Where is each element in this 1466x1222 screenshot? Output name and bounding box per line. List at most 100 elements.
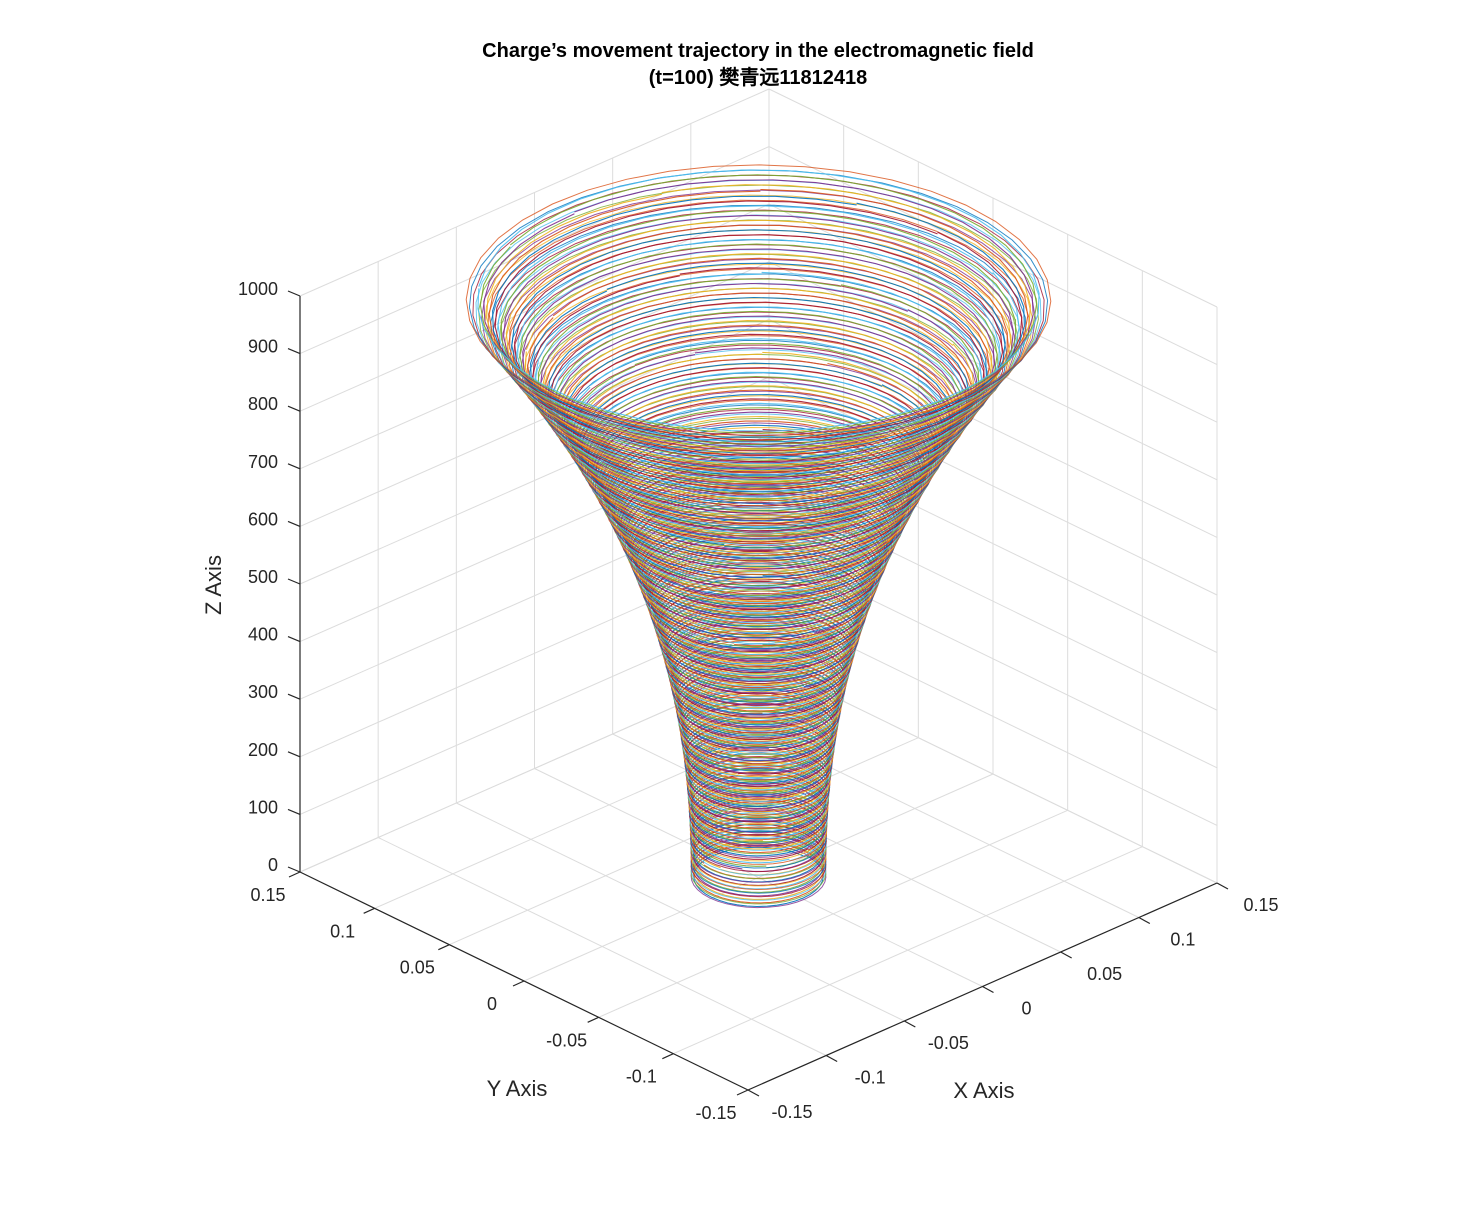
y-tick	[438, 944, 450, 951]
x-tick	[904, 1020, 916, 1028]
z-tick	[287, 520, 301, 527]
wall-gridline	[299, 549, 770, 758]
trajectory-loop	[690, 804, 827, 869]
z-tick	[287, 405, 301, 412]
x-tick-label: -0.1	[855, 1068, 886, 1088]
wall-gridline	[768, 606, 1218, 826]
x-tick-label: 0.15	[1243, 895, 1278, 915]
trajectory-loop	[468, 169, 1049, 439]
y-tick	[363, 907, 375, 914]
x-axis-label: X Axis	[953, 1078, 1014, 1103]
trajectory-loop	[686, 755, 831, 823]
z-tick	[287, 290, 301, 297]
trajectory-loop	[690, 768, 827, 833]
y-tick-label: 0	[487, 994, 497, 1014]
x-tick	[1060, 951, 1072, 959]
trajectory-loop	[660, 598, 857, 691]
y-tick	[288, 871, 301, 878]
wall-gridline	[768, 203, 1218, 423]
trajectory-loop	[690, 819, 827, 883]
x-tick	[1138, 916, 1151, 925]
wall-gridline	[768, 88, 1218, 308]
trajectory-loop	[537, 278, 980, 483]
trajectory-loop	[680, 680, 837, 755]
wall-gridline	[768, 664, 1218, 884]
x-tick-label: -0.15	[771, 1102, 812, 1122]
z-tick-label: 0	[268, 855, 278, 875]
z-tick-label: 500	[248, 567, 278, 587]
x-tick	[825, 1054, 838, 1063]
trajectory-loop	[686, 752, 831, 820]
trajectory-loop	[494, 200, 1023, 445]
trajectory-loop	[478, 184, 1039, 446]
trajectory-loop	[519, 243, 998, 467]
x-tick-label: 0	[1021, 999, 1031, 1019]
trajectory-loop	[688, 742, 829, 809]
wall-gridline	[299, 146, 770, 355]
z-tick-label: 300	[248, 682, 278, 702]
x-tick-label: 0.1	[1170, 930, 1195, 950]
trajectory-loop	[690, 760, 827, 826]
x-tick-labels: -0.15 -0.1 -0.05 0 0.05 0.1 0.15	[771, 895, 1278, 1122]
trajectory-loop	[691, 788, 826, 850]
z-tick	[287, 348, 301, 355]
floor-gridline	[673, 846, 1143, 1055]
x-tick	[747, 1089, 760, 1097]
trajectory-loop	[594, 409, 923, 562]
z-tick-label: 600	[248, 509, 278, 529]
z-tick	[287, 808, 301, 815]
z-tick-label: 400	[248, 625, 278, 645]
trajectory-loop	[465, 164, 1052, 437]
trajectory-loop	[560, 335, 957, 520]
y-tick-label: 0.15	[250, 885, 285, 905]
trajectory-loop	[477, 169, 1040, 432]
z-tick	[287, 636, 301, 643]
trajectory-loop	[689, 785, 828, 851]
trajectory-loop	[690, 830, 827, 894]
trajectory-loop	[523, 263, 994, 483]
trajectory-loop	[590, 399, 927, 557]
trajectory-loop	[683, 699, 834, 771]
trajectory-loop	[536, 287, 981, 495]
trajectory-loop	[509, 224, 1008, 456]
trajectory-loop	[688, 746, 829, 813]
y-axis-label: Y Axis	[487, 1076, 548, 1101]
wall-gridline	[768, 318, 1218, 538]
y-tick-label: 0.1	[330, 921, 355, 941]
trajectory-loop	[650, 550, 867, 653]
wall-gridline	[299, 318, 770, 527]
trajectory-loop	[495, 214, 1022, 459]
trajectory-loop	[547, 296, 970, 493]
trajectory-loop	[532, 267, 985, 479]
trajectory-loop	[686, 744, 831, 813]
trajectory-loop	[534, 271, 983, 481]
y-tick	[736, 1089, 749, 1096]
x-tick	[1216, 882, 1229, 890]
trajectory-loop	[690, 811, 827, 876]
trajectory-loop	[487, 199, 1030, 452]
y-tick	[662, 1053, 674, 1060]
trajectory-loop	[479, 174, 1038, 434]
trajectory-loop	[666, 627, 851, 713]
z-tick	[287, 578, 301, 585]
trajectory-loop	[522, 248, 995, 469]
trajectory-loop	[684, 733, 833, 803]
trajectory-loop	[498, 219, 1019, 461]
trajectory-loop	[693, 827, 824, 890]
z-tick	[287, 866, 301, 873]
trajectory-loop	[672, 636, 845, 718]
x-tick-label: -0.05	[928, 1033, 969, 1053]
trajectory-loop	[690, 764, 827, 830]
x-tick-label: 0.05	[1087, 964, 1122, 984]
wall-gridline	[768, 376, 1218, 596]
trajectory-loop	[549, 301, 968, 495]
z-tick-label: 100	[248, 797, 278, 817]
trajectory-loop	[583, 371, 934, 534]
trajectory-loop	[483, 179, 1034, 436]
chart-title: Charge’s movement trajectory in the elec…	[482, 40, 1034, 62]
z-tick-label: 1000	[238, 279, 278, 299]
z-tick-label: 800	[248, 394, 278, 414]
z-tick-label: 900	[248, 337, 278, 357]
